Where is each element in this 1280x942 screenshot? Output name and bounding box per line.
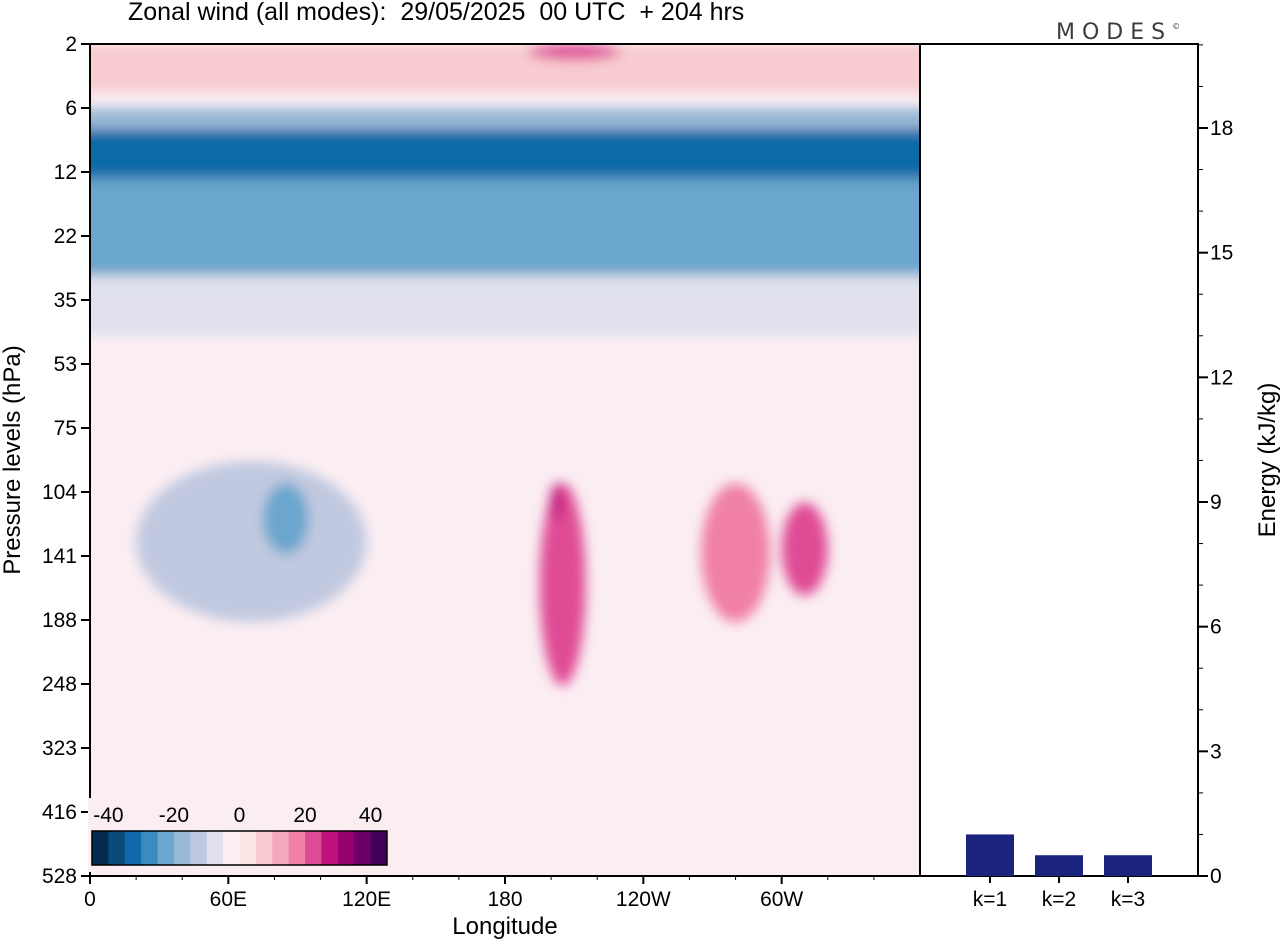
colorbar-swatch [272,831,290,865]
colorbar-tick-label: 40 [359,804,382,827]
colorbar-swatch [108,831,126,865]
energy-bar [1104,855,1152,876]
pressure-axis: 2 6 12 22 35 53 75 104 141 188 248 323 416 528 [42,33,90,888]
wind-contour-field [90,44,920,876]
colorbar-swatch [223,831,240,865]
field-band [90,44,920,92]
colorbar-legend: -40 -20 0 20 40 [88,798,391,872]
y-tick-label: 141 [42,545,77,568]
y-tick-label: 2 [65,33,77,56]
y-axis-title: Pressure levels (hPa) [0,345,26,574]
x-tick-label: 120W [616,888,671,911]
x-axis-title: Longitude [452,913,557,940]
colorbar-swatch [157,831,175,865]
energy-category-label: k=3 [1111,888,1145,911]
y-tick-label: 323 [42,737,77,760]
colorbar-tick-label: 20 [293,804,316,827]
energy-tick-label: 12 [1210,366,1233,389]
energy-category-label: k=1 [973,888,1007,911]
colorbar-swatch [370,831,388,865]
energy-tick-label: 0 [1210,865,1222,888]
field-cell [700,483,771,623]
brand-text: MODES [1056,20,1173,45]
modes-logo: MODES© [1056,20,1180,45]
energy-tick-label: 18 [1210,117,1233,140]
y-tick-label: 22 [54,225,77,248]
y-tick-label: 104 [42,481,77,504]
colorbar-swatch [337,831,355,865]
field-cell [550,483,563,520]
colorbar-swatch [305,831,322,865]
x-tick-label: 180 [487,888,522,911]
x-tick-label: 0 [84,888,96,911]
y-tick-label: 53 [54,353,77,376]
copyright-mark: © [1172,22,1181,31]
colorbar-frame [91,830,388,866]
field-layers [90,44,920,686]
y-tick-label: 248 [42,673,77,696]
x-tick-label: 60E [210,888,247,911]
colorbar-swatch [124,831,142,865]
energy-tick-label: 15 [1210,242,1233,265]
energy-tick-label: 6 [1210,616,1222,639]
field-cell [136,461,367,623]
energy-axis-title: Energy (kJ/kg) [1254,383,1280,538]
y-tick-label: 35 [54,289,77,312]
colorbar-swatch [239,831,257,865]
field-band [90,178,920,276]
chart-title: Zonal wind (all modes): 29/05/2025 00 UT… [128,0,745,26]
x-tick-label: 120E [342,888,391,911]
energy-category-label: k=2 [1042,888,1076,911]
energy-bar [1035,855,1083,876]
y-tick-label: 416 [42,801,77,824]
y-tick-label: 188 [42,609,77,632]
field-band [90,275,920,336]
energy-bar [966,834,1014,876]
colorbar-swatch [92,831,109,865]
colorbar-swatch [288,831,306,865]
colorbar-tick-label: -20 [159,804,189,827]
field-band [90,108,920,130]
y-tick-label: 75 [54,417,77,440]
colorbar-swatch [255,831,273,865]
x-tick-label: 60W [760,888,803,911]
y-tick-label: 528 [42,865,77,888]
field-cell [539,483,586,686]
colorbar-swatch [321,831,339,865]
energy-plot-frame [919,43,1199,877]
colorbar-swatch [206,831,224,865]
colorbar-swatch [173,831,191,865]
energy-tick-label: 9 [1210,491,1222,514]
field-cell [528,44,621,60]
field-band [90,129,920,179]
energy-bar-chart: 0 3 6 9 12 15 18 k=1 k=2 k=3 [966,44,1233,911]
colorbar-swatch [141,831,159,865]
colorbar-swatch [190,831,208,865]
field-cell [781,502,828,596]
longitude-axis: 0 60E 120E 180 120W 60W [84,876,875,911]
y-tick-label: 6 [65,97,77,120]
field-cell [262,483,310,555]
energy-tick-label: 3 [1210,740,1222,763]
y-tick-label: 12 [54,161,77,184]
colorbar-swatch [354,831,372,865]
colorbar-tick-label: 0 [234,804,246,827]
colorbar-tick-label: -40 [93,804,123,827]
